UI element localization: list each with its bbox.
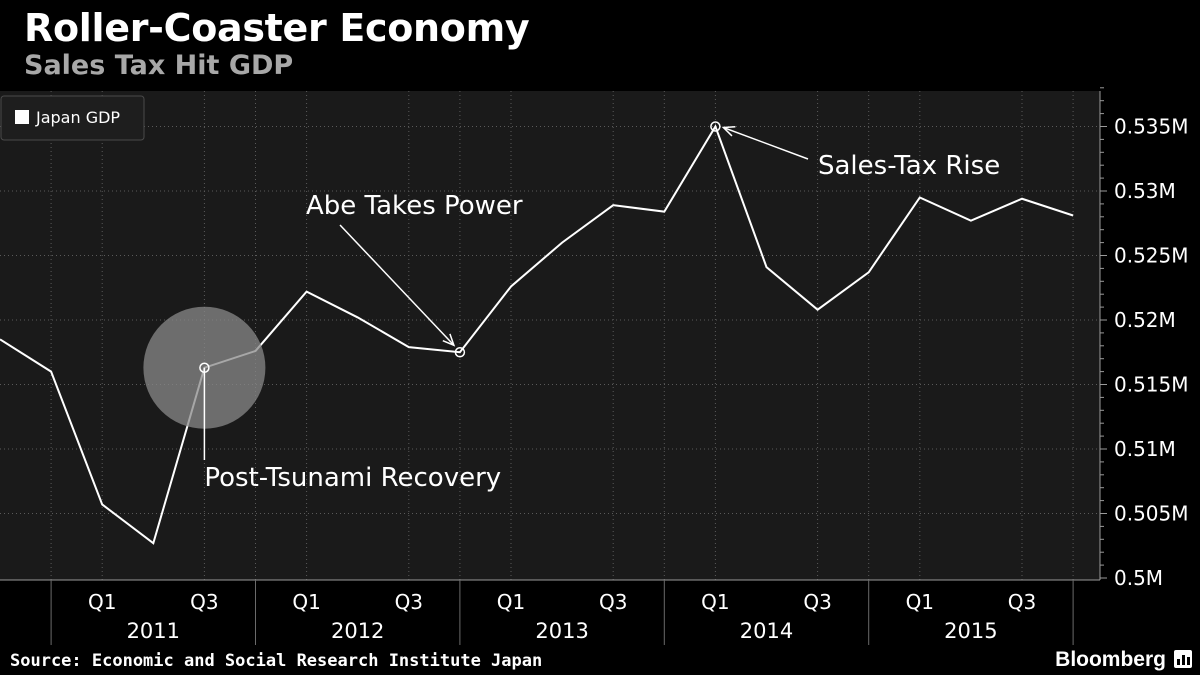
y-tick-label: 0.535M	[1114, 115, 1189, 139]
x-year-label: 2012	[331, 619, 384, 643]
arrow-head	[442, 333, 456, 347]
x-year-label: 2015	[944, 619, 997, 643]
chart-title: Roller-Coaster Economy	[24, 6, 530, 50]
annotation-marker	[199, 362, 210, 373]
x-tick-label: Q3	[1008, 590, 1036, 614]
chart-subtitle: Sales Tax Hit GDP	[24, 50, 294, 81]
y-tick-label: 0.51M	[1114, 437, 1176, 461]
annotation-marker	[454, 347, 466, 358]
bloomberg-chart-icon	[1174, 650, 1192, 668]
x-tick-label: Q3	[395, 590, 423, 614]
brand-logo: Bloomberg	[1055, 648, 1166, 671]
y-tick-label: 0.5M	[1114, 566, 1163, 590]
x-tick-label: Q1	[701, 590, 729, 614]
x-tick-label: Q1	[497, 590, 525, 614]
y-tick-label: 0.515M	[1114, 373, 1189, 397]
annotation-label: Abe Takes Power	[306, 191, 523, 221]
x-year-label: 2013	[535, 619, 588, 643]
x-year-label: 2011	[127, 619, 180, 643]
x-tick-label: Q1	[906, 590, 934, 614]
legend: Japan GDP	[0, 95, 145, 141]
x-tick-label: Q1	[292, 590, 320, 614]
x-tick-label: Q3	[190, 590, 218, 614]
x-year-label: 2014	[740, 619, 793, 643]
annotation-label: Post-Tsunami Recovery	[204, 463, 501, 493]
annotation-marker	[710, 121, 721, 132]
x-tick-label: Q1	[88, 590, 116, 614]
y-tick-label: 0.53M	[1114, 179, 1176, 203]
annotation-arrow	[339, 224, 455, 346]
source-note: Source: Economic and Social Research Ins…	[10, 651, 543, 671]
annotation-arrow	[723, 126, 809, 160]
y-tick-label: 0.525M	[1114, 244, 1189, 268]
arrow-head	[721, 125, 736, 137]
legend-label: Japan GDP	[35, 108, 120, 127]
y-tick-label: 0.505M	[1114, 502, 1189, 526]
annotation-label: Sales-Tax Rise	[818, 151, 1000, 181]
x-tick-label: Q3	[803, 590, 831, 614]
legend-box	[0, 95, 145, 141]
x-tick-label: Q3	[599, 590, 627, 614]
y-tick-label: 0.52M	[1114, 308, 1176, 332]
legend-swatch	[15, 110, 29, 124]
series-line-japan-gdp	[0, 124, 1074, 545]
